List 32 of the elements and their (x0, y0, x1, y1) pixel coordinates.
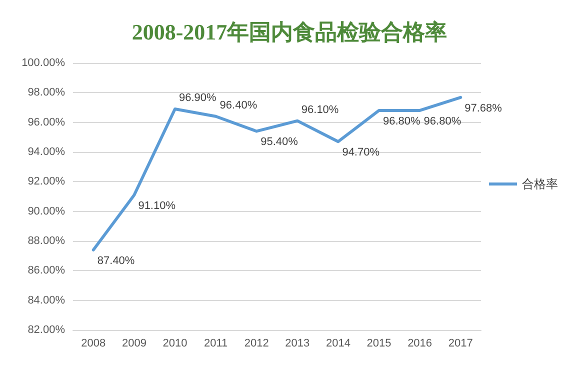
y-tick-label: 90.00% (28, 205, 66, 218)
data-label: 95.40% (260, 136, 298, 148)
x-tick-label: 2015 (366, 338, 392, 350)
x-tick-label: 2016 (408, 338, 432, 350)
data-label: 87.40% (97, 254, 135, 267)
x-tick-label: 2014 (326, 338, 350, 350)
x-tick-label: 2013 (285, 338, 310, 350)
chart-title: 2008-2017年国内食品检验合格率 (132, 20, 448, 44)
data-label: 96.80% (383, 115, 421, 128)
data-label: 91.10% (138, 200, 176, 212)
x-tick-label: 2008 (81, 338, 106, 350)
data-label: 96.80% (424, 115, 462, 128)
y-tick-label: 88.00% (28, 235, 66, 247)
y-tick-label: 92.00% (28, 176, 66, 188)
data-label: 96.10% (301, 104, 339, 116)
data-label: 94.70% (342, 146, 380, 159)
legend-label: 合格率 (522, 177, 558, 191)
y-tick-label: 82.00% (28, 324, 66, 336)
y-tick-label: 96.00% (28, 116, 66, 128)
x-tick-label: 2010 (162, 338, 188, 350)
x-tick-label: 2012 (244, 338, 269, 350)
y-tick-label: 94.00% (28, 146, 66, 158)
y-tick-label: 86.00% (28, 264, 66, 277)
data-label: 96.90% (179, 92, 217, 104)
x-tick-label: 2009 (122, 338, 146, 350)
y-tick-label: 98.00% (28, 86, 66, 99)
data-label: 96.40% (220, 99, 258, 112)
x-tick-label: 2017 (448, 338, 473, 350)
y-tick-label: 84.00% (28, 294, 66, 306)
x-tick-label: 2011 (204, 338, 228, 350)
y-tick-label: 100.00% (22, 57, 66, 69)
data-label: 97.68% (464, 102, 502, 114)
